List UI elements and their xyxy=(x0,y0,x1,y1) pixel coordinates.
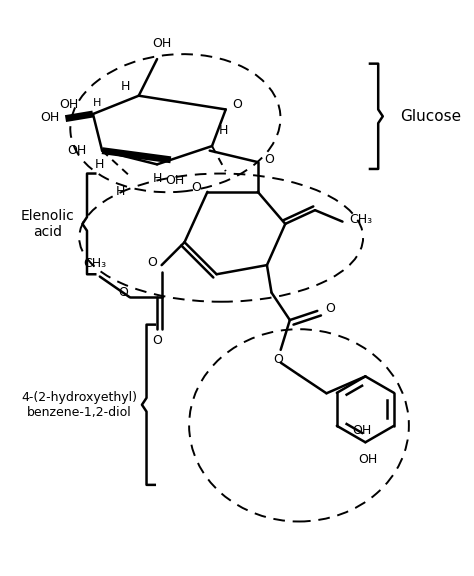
Text: CH₃: CH₃ xyxy=(349,213,373,226)
Text: OH: OH xyxy=(358,453,377,466)
Text: O: O xyxy=(191,181,201,194)
Text: H: H xyxy=(152,172,162,185)
Text: OH: OH xyxy=(166,174,185,187)
Text: OH: OH xyxy=(352,424,372,437)
Text: Elenolic
acid: Elenolic acid xyxy=(20,209,74,239)
Text: O: O xyxy=(232,98,242,111)
Text: O: O xyxy=(325,302,335,315)
Text: OH: OH xyxy=(152,36,171,50)
Text: CH₃: CH₃ xyxy=(84,257,107,270)
Text: O: O xyxy=(118,286,128,299)
Text: H: H xyxy=(121,80,131,93)
Text: OH: OH xyxy=(67,144,87,157)
Text: H: H xyxy=(219,123,228,137)
Text: H: H xyxy=(95,158,104,171)
Text: O: O xyxy=(264,153,274,166)
Text: Glucose: Glucose xyxy=(400,109,461,124)
Text: OH: OH xyxy=(40,111,59,124)
Text: 4-(2-hydroxyethyl)
benzene-1,2-diol: 4-(2-hydroxyethyl) benzene-1,2-diol xyxy=(21,391,137,419)
Text: H: H xyxy=(93,97,102,108)
Text: O: O xyxy=(273,354,283,366)
Text: O: O xyxy=(147,256,157,270)
Text: OH: OH xyxy=(60,98,79,111)
Text: O: O xyxy=(152,334,162,347)
Text: H: H xyxy=(116,185,125,198)
